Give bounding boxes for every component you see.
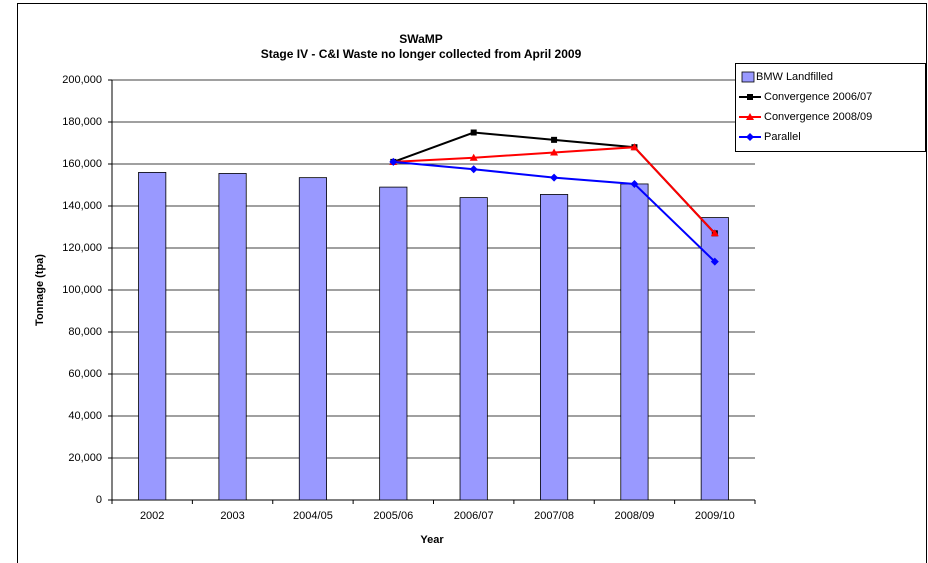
y-tick-label: 140,000 <box>62 200 102 212</box>
series-marker <box>710 229 719 237</box>
series-marker <box>470 129 477 136</box>
x-axis-title: Year <box>420 534 444 546</box>
legend-label: BMW Landfilled <box>756 71 833 83</box>
series-marker <box>550 148 559 156</box>
bar <box>298 177 328 501</box>
x-tick-label: 2004/05 <box>293 510 333 522</box>
y-tick-label: 120,000 <box>62 242 102 254</box>
bar <box>218 173 247 501</box>
x-tick-label: 2002 <box>140 510 164 522</box>
legend-box <box>735 63 926 152</box>
legend-marker <box>746 113 754 120</box>
y-tick-label: 0 <box>96 494 102 506</box>
bar <box>459 197 488 501</box>
x-tick-label: 2005/06 <box>373 510 413 522</box>
x-tick-label: 2009/10 <box>695 510 735 522</box>
chart-title: SWaMP <box>399 32 443 46</box>
x-tick-label: 2003 <box>220 510 244 522</box>
y-tick-label: 160,000 <box>62 158 102 170</box>
x-tick-label: 2008/09 <box>615 510 655 522</box>
chart-subtitle: Stage IV - C&I Waste no longer collected… <box>261 47 582 61</box>
bar <box>379 186 408 501</box>
legend-label: Convergence 2008/09 <box>764 111 872 123</box>
x-tick-label: 2006/07 <box>454 510 494 522</box>
series-marker <box>389 157 398 166</box>
series-marker <box>710 257 719 266</box>
series-marker <box>551 136 558 143</box>
x-tick-label: 2007/08 <box>534 510 574 522</box>
y-tick-label: 40,000 <box>68 410 102 422</box>
series-marker <box>469 153 478 161</box>
bar <box>138 171 167 501</box>
y-axis-title: Tonnage (tpa) <box>34 254 46 326</box>
legend-marker <box>747 94 753 100</box>
y-tick-label: 80,000 <box>68 326 102 338</box>
legend-marker <box>746 133 754 141</box>
y-tick-label: 20,000 <box>68 452 102 464</box>
legend-label: Convergence 2006/07 <box>764 91 872 103</box>
series-marker <box>469 165 478 174</box>
series-marker <box>630 179 639 188</box>
bar <box>539 194 569 501</box>
series-marker <box>550 173 559 182</box>
bar <box>620 183 649 501</box>
legend-label: Parallel <box>764 131 801 143</box>
y-tick-label: 60,000 <box>68 368 102 380</box>
y-tick-label: 180,000 <box>62 116 102 128</box>
legend-swatch <box>741 71 755 83</box>
series-marker <box>630 143 639 151</box>
y-tick-label: 100,000 <box>62 284 102 296</box>
y-tick-label: 200,000 <box>62 74 102 86</box>
